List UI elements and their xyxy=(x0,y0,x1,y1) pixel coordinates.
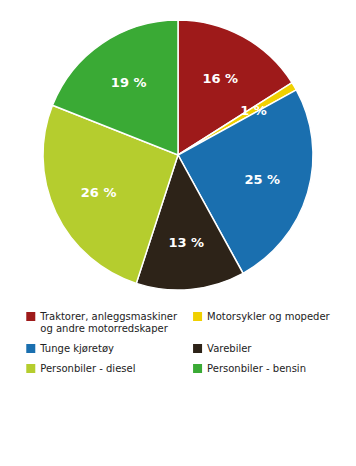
legend-label: Tunge kjøretøy xyxy=(39,343,114,354)
legend-label: Traktorer, anleggsmaskinerog andre motor… xyxy=(39,311,178,334)
legend-label: Varebiler xyxy=(207,343,252,354)
pie-slice xyxy=(52,20,178,155)
chart: 16 % 1 % 25 % 13 % 26 % 19 % Traktorer, anlegg… xyxy=(0,0,356,466)
legend-item: Personbiler - bensin xyxy=(193,363,306,374)
legend-label: Personbiler - bensin xyxy=(207,363,306,374)
legend-label: Motorsykler og mopeder xyxy=(207,311,331,322)
data-label: 1 % xyxy=(240,103,267,118)
pie xyxy=(43,20,313,290)
data-label: 16 % xyxy=(202,71,238,86)
data-labels: 16 % 1 % 25 % 13 % 26 % 19 % xyxy=(81,71,280,250)
legend-item: Tunge kjøretøy xyxy=(26,343,114,354)
legend-item: Motorsykler og mopeder xyxy=(193,311,331,322)
data-label: 25 % xyxy=(244,172,280,187)
data-label: 26 % xyxy=(81,185,117,200)
data-label: 13 % xyxy=(168,235,204,250)
legend-swatch xyxy=(26,364,35,373)
legend-swatch xyxy=(193,312,202,321)
legend-item: Varebiler xyxy=(193,343,252,354)
data-label: 19 % xyxy=(111,75,147,90)
legend-swatch xyxy=(193,344,202,353)
legend-swatch xyxy=(26,312,35,321)
legend-swatch xyxy=(193,364,202,373)
legend: Traktorer, anleggsmaskinerog andre motor… xyxy=(26,311,330,374)
legend-label: Personbiler - diesel xyxy=(40,363,135,374)
legend-item: Personbiler - diesel xyxy=(26,363,135,374)
legend-item: Traktorer, anleggsmaskinerog andre motor… xyxy=(26,311,178,334)
legend-swatch xyxy=(26,344,35,353)
